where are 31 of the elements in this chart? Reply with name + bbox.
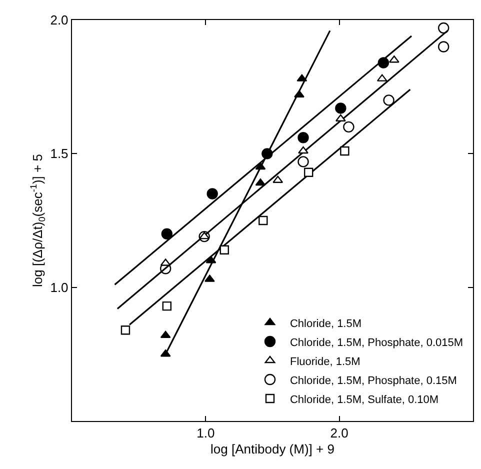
point: [438, 22, 450, 34]
point: [298, 156, 309, 168]
point: [298, 132, 309, 144]
legend-label: Chloride, 1.5M, Sulfate, 0.10M: [290, 394, 439, 406]
point: [162, 301, 172, 311]
point: [383, 94, 394, 106]
point: [199, 232, 210, 240]
legend-label: Chloride, 1.5M, Phosphate, 0.15M: [290, 374, 457, 387]
point: [120, 326, 130, 335]
point: [343, 121, 354, 133]
y-tick-label: 2.0: [50, 12, 68, 28]
point: [335, 102, 346, 114]
legend-label: Fluoride, 1.5M: [290, 356, 360, 368]
point: [294, 90, 304, 98]
point: [438, 41, 450, 52]
point: [304, 168, 314, 177]
point: [255, 178, 266, 186]
legend-label: Chloride, 1.5M: [290, 318, 362, 330]
point: [255, 162, 266, 170]
point: [340, 146, 350, 156]
point: [335, 114, 346, 122]
point: [220, 245, 229, 255]
y-tick-label: 1.0: [50, 280, 68, 295]
point: [161, 228, 172, 240]
point: [160, 330, 171, 338]
legend-label: Chloride, 1.5M, Phosphate, 0.015M: [290, 336, 464, 349]
point: [298, 146, 308, 154]
x-axis-title: log [Antibody (M)] + 9: [210, 441, 334, 456]
y-tick-label: 1.5: [50, 146, 68, 162]
point: [258, 216, 268, 226]
point: [206, 188, 218, 200]
